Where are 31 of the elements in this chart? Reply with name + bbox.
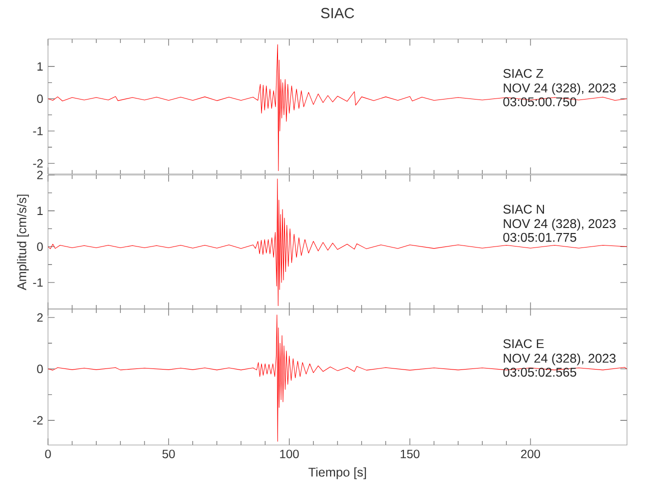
y-axis-title: Amplitud [cm/s/s] (16, 194, 29, 290)
annotation: NOV 24 (328), 2023 (504, 218, 616, 231)
y-tick-label: -2 (33, 416, 43, 425)
annotation: SIAC Z (503, 68, 544, 78)
y-tick-label: 2 (37, 313, 43, 322)
annotation: SIAC E (503, 339, 544, 348)
y-tick-label: 0 (37, 242, 43, 251)
annotation: SIAC N (503, 204, 544, 214)
annotation: NOV 24 (328), 2023 (504, 83, 616, 95)
annotation: 03:05:01.775 (503, 232, 576, 242)
x-tick-label: 0 (45, 450, 51, 458)
x-tick-label: 100 (280, 450, 299, 458)
annotation: 03:05:00.750 (503, 97, 576, 106)
annotation: NOV 24 (328), 2023 (504, 353, 616, 366)
y-tick-label: -1 (33, 278, 43, 287)
line-series (48, 314, 628, 442)
line-series (48, 44, 628, 172)
x-tick-label: 150 (400, 450, 420, 458)
y-tick-label: 2 (37, 170, 43, 180)
annotation: 03:05:02.565 (503, 368, 576, 377)
line-series (48, 178, 627, 306)
x-axis-title: Tiempo [s] (308, 467, 366, 480)
y-tick-label: 0 (37, 94, 43, 104)
y-tick-label: -1 (33, 126, 43, 136)
y-tick-label: 1 (38, 62, 43, 71)
y-tick-label: -2 (33, 159, 43, 168)
x-tick-label: 50 (162, 450, 175, 458)
y-tick-label: 1 (38, 206, 43, 215)
y-tick-label: 0 (37, 364, 43, 374)
chart-title: SIAC (321, 8, 354, 18)
x-tick-label: 200 (521, 450, 540, 458)
